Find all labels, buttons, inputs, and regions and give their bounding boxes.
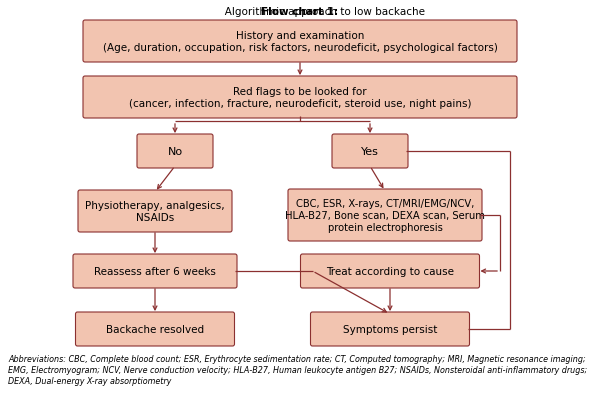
Text: No: No	[167, 147, 182, 157]
FancyBboxPatch shape	[83, 21, 517, 63]
FancyBboxPatch shape	[311, 312, 470, 346]
FancyBboxPatch shape	[73, 254, 237, 288]
Text: CBC, ESR, X-rays, CT/MRI/EMG/NCV,
HLA-B27, Bone scan, DEXA scan, Serum
protein e: CBC, ESR, X-rays, CT/MRI/EMG/NCV, HLA-B2…	[285, 199, 485, 232]
Text: Reassess after 6 weeks: Reassess after 6 weeks	[94, 266, 216, 276]
FancyBboxPatch shape	[332, 135, 408, 169]
FancyBboxPatch shape	[137, 135, 213, 169]
Text: Yes: Yes	[361, 147, 379, 157]
Text: Physiotherapy, analgesics,
NSAIDs: Physiotherapy, analgesics, NSAIDs	[85, 201, 225, 222]
Text: Treat according to cause: Treat according to cause	[326, 266, 454, 276]
Text: History and examination
(Age, duration, occupation, risk factors, neurodeficit, : History and examination (Age, duration, …	[103, 31, 497, 53]
Text: Algorithmic approach to low backache: Algorithmic approach to low backache	[176, 7, 425, 17]
Text: Abbreviations: CBC, Complete blood count; ESR, Erythrocyte sedimentation rate; C: Abbreviations: CBC, Complete blood count…	[8, 354, 587, 385]
FancyBboxPatch shape	[76, 312, 235, 346]
FancyBboxPatch shape	[301, 254, 479, 288]
FancyBboxPatch shape	[78, 191, 232, 232]
Text: Red flags to be looked for
(cancer, infection, fracture, neurodeficit, steroid u: Red flags to be looked for (cancer, infe…	[129, 87, 471, 108]
Text: Flow chart 1:: Flow chart 1:	[262, 7, 338, 17]
FancyBboxPatch shape	[288, 189, 482, 241]
Text: Symptoms persist: Symptoms persist	[343, 324, 437, 334]
FancyBboxPatch shape	[83, 77, 517, 119]
Text: Backache resolved: Backache resolved	[106, 324, 204, 334]
